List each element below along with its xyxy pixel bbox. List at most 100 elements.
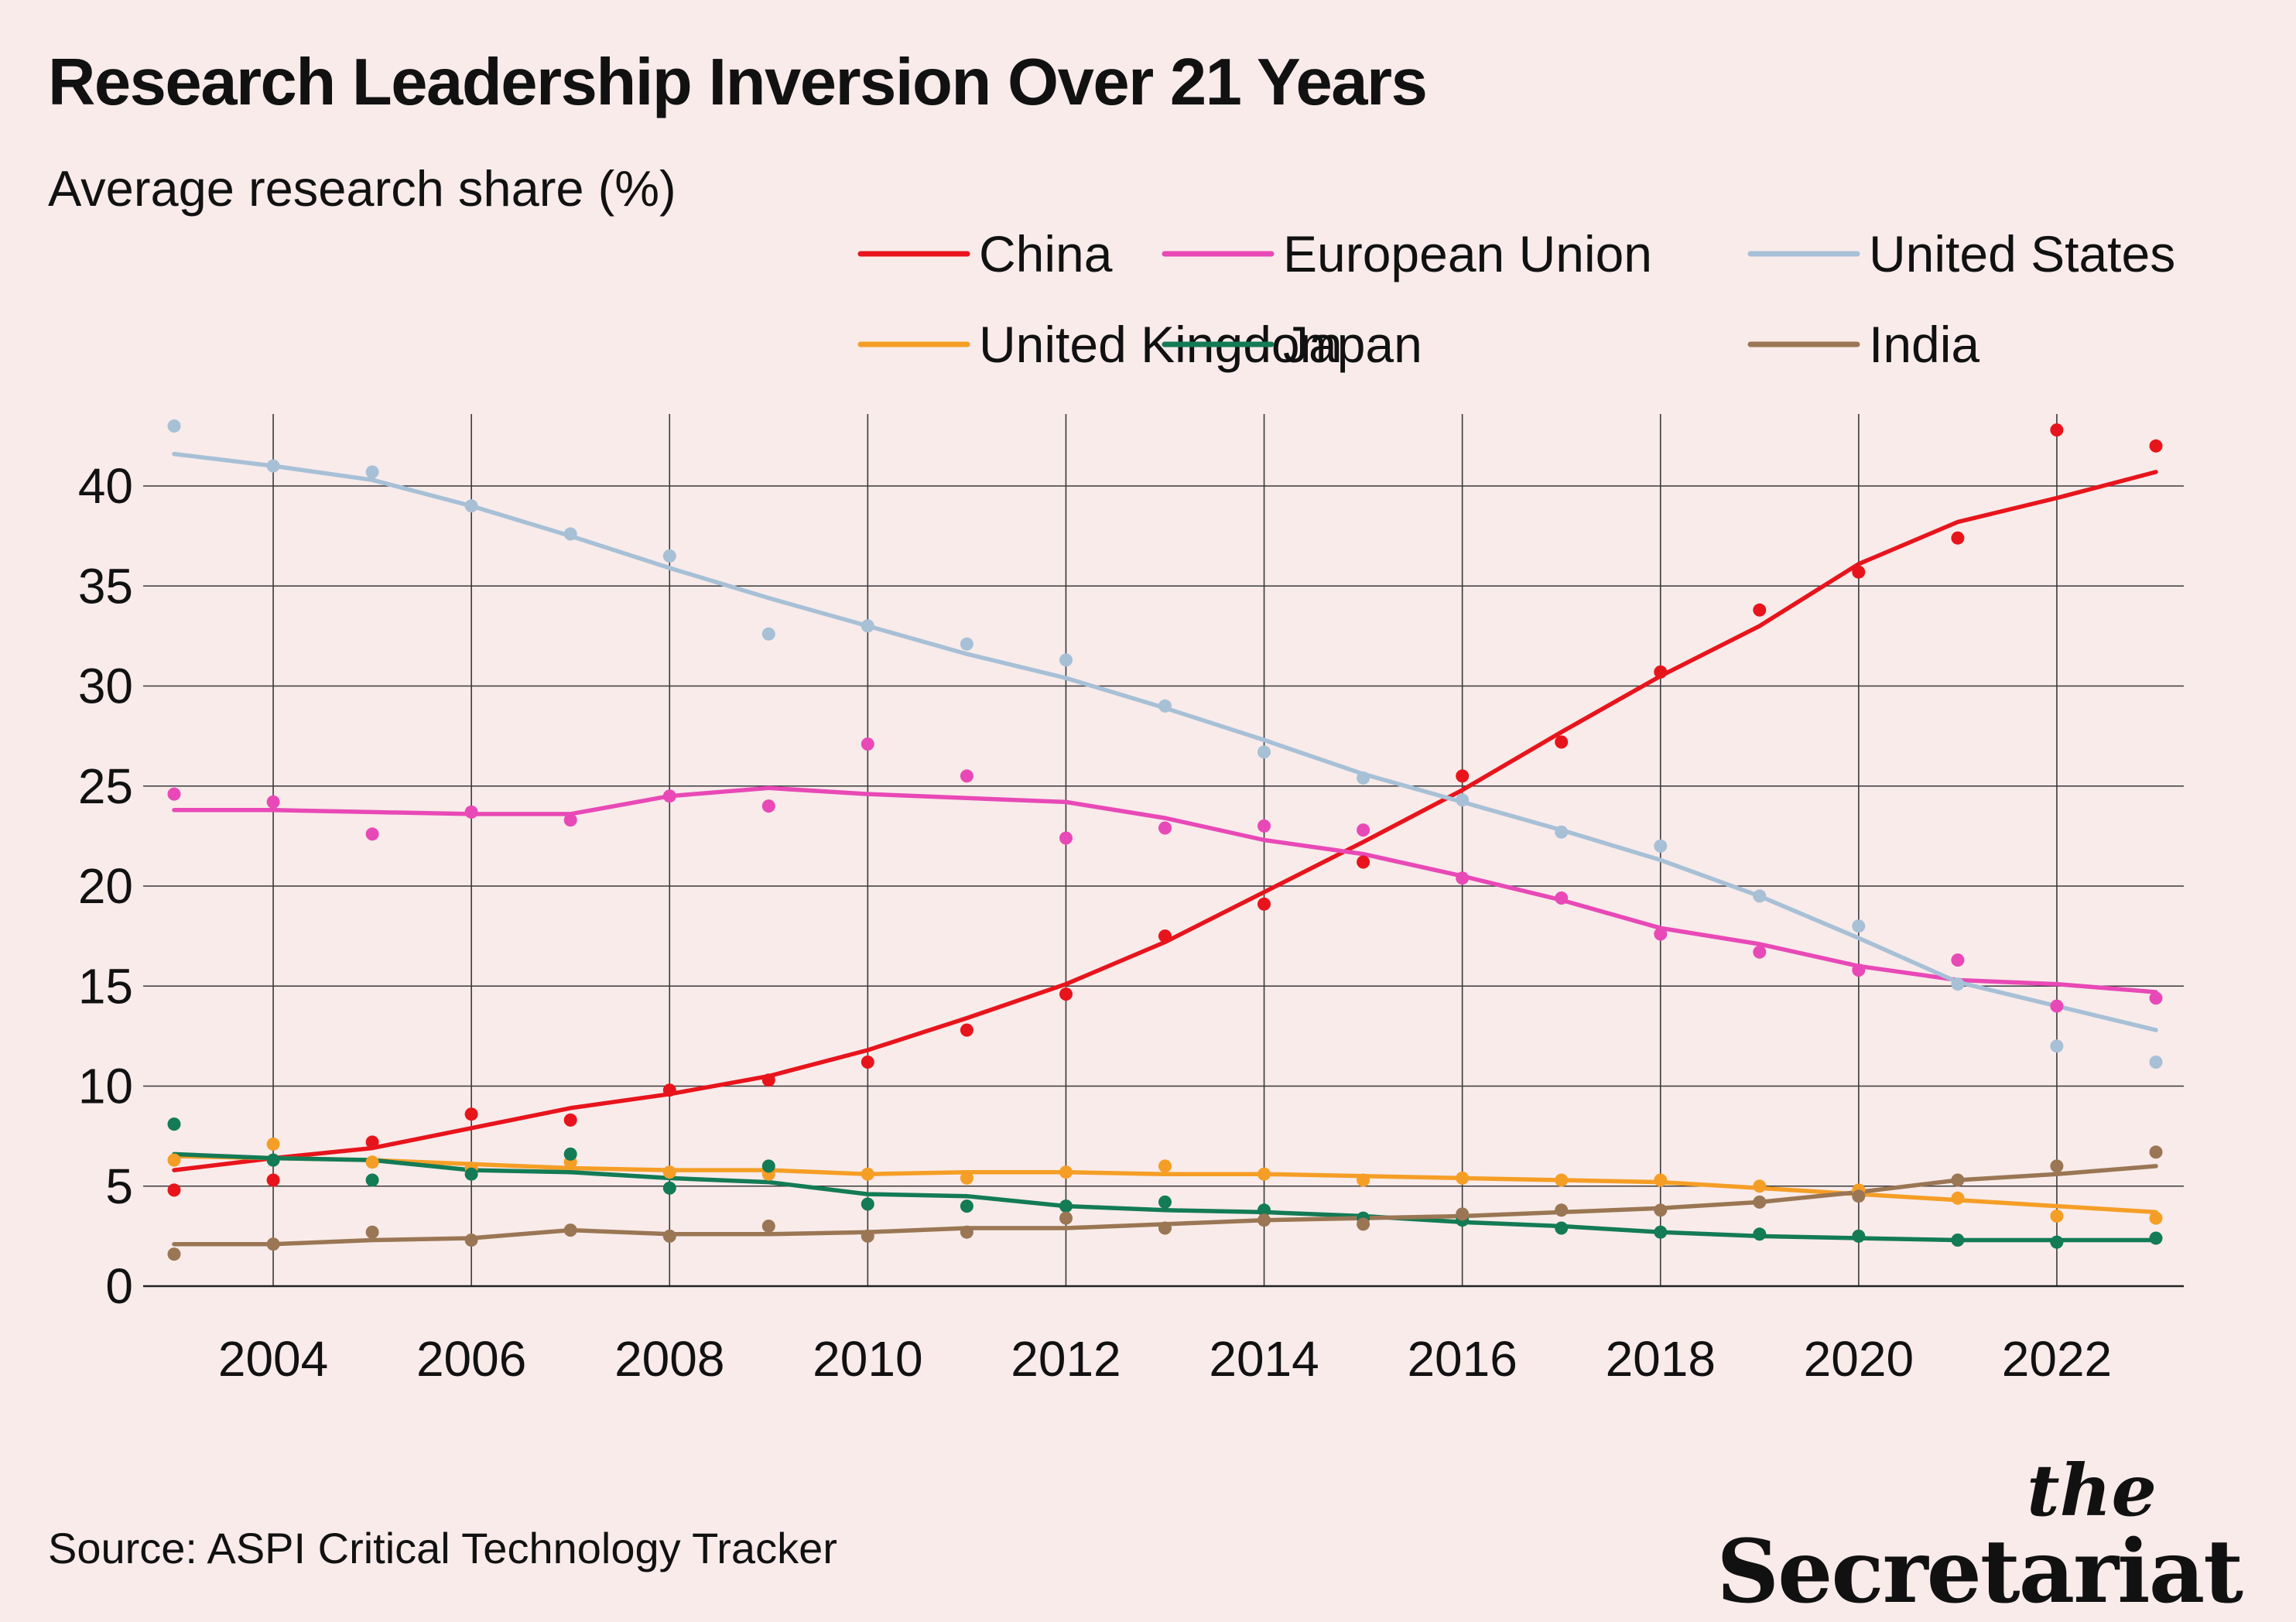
trend-line-united-kingdom [172,1154,2158,1215]
data-point-india [266,1237,280,1251]
y-tick-label: 0 [105,1258,133,1314]
data-point-united-states [662,549,676,563]
data-point-india [563,1223,577,1237]
data-point-japan [266,1153,280,1167]
data-point-united-states [1555,825,1569,839]
data-point-united-states [761,627,775,641]
legend: China European Union United States United K… [857,225,2175,373]
data-point-china [1753,603,1767,617]
data-point-china [1555,735,1569,749]
data-point-japan [1555,1221,1569,1235]
data-point-european-union [266,795,280,809]
data-point-china [761,1073,775,1087]
data-point-european-union [1357,823,1370,837]
data-point-japan [2050,1235,2064,1249]
data-point-united-kingdom [1456,1171,1470,1185]
data-point-india [1852,1189,1866,1203]
data-point-european-union [761,799,775,813]
data-point-india [2149,1145,2163,1159]
legend-label-european-union: European Union [1283,225,1652,282]
data-point-india [1555,1203,1569,1217]
data-point-united-states [1257,745,1271,759]
source-note: Source: ASPI Critical Technology Tracker [48,1524,837,1572]
data-point-european-union [1654,927,1668,941]
data-point-china [167,1183,181,1197]
data-point-united-states [1158,699,1172,713]
data-point-india [1257,1213,1271,1227]
logo-name: Secretariat [1716,1521,2243,1622]
data-point-japan [861,1197,874,1211]
data-point-india [861,1229,874,1243]
data-point-united-states [2149,1056,2163,1069]
data-point-united-kingdom [2050,1210,2064,1223]
x-tick-label: 2008 [614,1331,724,1387]
data-point-european-union [365,827,379,841]
data-point-japan [167,1117,181,1131]
data-point-japan [464,1167,478,1181]
y-tick-label: 25 [78,758,133,814]
data-point-india [1753,1195,1767,1209]
data-point-united-states [861,619,874,633]
trend-line-japan [172,1151,2158,1243]
data-point-japan [1654,1225,1668,1239]
data-point-european-union [2149,991,2163,1005]
data-point-united-states [266,459,280,473]
data-point-japan [1852,1229,1866,1243]
data-point-china [464,1107,478,1121]
data-point-united-kingdom [1555,1173,1569,1187]
data-point-united-kingdom [1951,1191,1965,1205]
data-point-european-union [662,789,676,803]
data-point-united-kingdom [1059,1165,1073,1179]
x-tick-label: 2010 [813,1331,922,1387]
data-point-european-union [861,737,874,751]
legend-label-india: India [1869,316,1979,373]
data-point-china [1951,531,1965,545]
data-point-european-union [2050,999,2064,1013]
x-tick-label: 2006 [416,1331,526,1387]
data-point-united-kingdom [167,1153,181,1167]
data-point-united-kingdom [1753,1179,1767,1193]
data-point-united-states [1753,889,1767,903]
data-point-india [761,1220,775,1233]
data-point-china [1852,565,1866,579]
data-point-united-states [1654,839,1668,853]
data-point-china [1456,769,1470,783]
data-point-european-union [563,813,577,827]
x-tick-label: 2016 [1407,1331,1517,1387]
data-point-india [662,1229,676,1243]
data-point-european-union [1852,963,1866,977]
y-tick-label: 10 [78,1059,133,1114]
data-point-united-states [2050,1039,2064,1053]
data-point-united-kingdom [1158,1159,1172,1173]
data-point-japan [960,1199,973,1213]
data-point-japan [1059,1199,1073,1213]
x-tick-label: 2012 [1011,1331,1121,1387]
trend-line-european-union [172,785,2158,994]
data-point-united-kingdom [861,1167,874,1181]
data-point-united-states [464,499,478,513]
data-point-united-states [167,419,181,433]
data-point-united-states [563,527,577,541]
data-point-united-kingdom [1257,1167,1271,1181]
legend-label-united-states: United States [1869,225,2175,282]
y-tick-label: 40 [78,458,133,514]
data-point-european-union [1555,891,1569,905]
data-point-india [1158,1221,1172,1235]
data-point-china [662,1083,676,1097]
x-tick-label: 2014 [1209,1331,1319,1387]
chart-subtitle: Average research share (%) [48,160,676,217]
legend-label-china: China [979,225,1113,282]
x-tick-label: 2018 [1606,1331,1716,1387]
data-point-japan [2149,1231,2163,1245]
data-point-china [1059,987,1073,1001]
data-point-china [2050,423,2064,437]
y-tick-label: 15 [78,958,133,1014]
data-point-united-states [1951,977,1965,991]
data-point-china [563,1113,577,1127]
data-point-united-kingdom [1357,1173,1370,1187]
data-point-japan [1257,1203,1271,1217]
data-point-china [960,1023,973,1037]
data-point-india [365,1225,379,1239]
data-point-european-union [1158,821,1172,835]
